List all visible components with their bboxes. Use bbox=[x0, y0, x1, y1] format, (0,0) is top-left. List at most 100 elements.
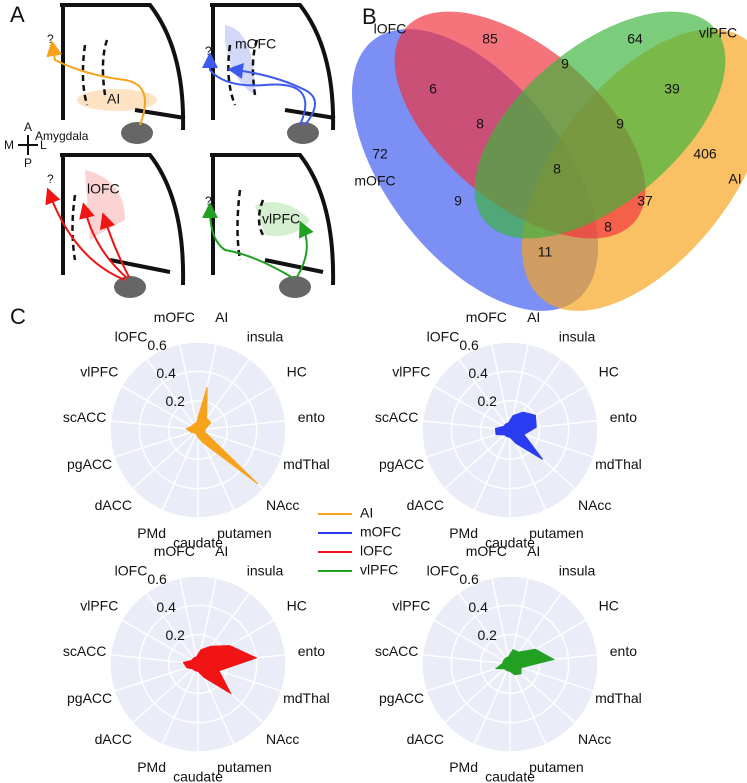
grid-spoke bbox=[433, 619, 511, 665]
region-count: 406 bbox=[693, 146, 717, 162]
axis-label: ento bbox=[298, 643, 325, 659]
r-tick-label: 0.2 bbox=[477, 627, 497, 643]
radar-area bbox=[494, 411, 544, 460]
grid-spoke bbox=[110, 420, 199, 431]
axis-label: pgACC bbox=[67, 456, 112, 472]
axis-label: AI bbox=[527, 309, 540, 325]
axis-label: caudate bbox=[173, 769, 223, 783]
subpanel-vlpfc: vlPFC ? bbox=[202, 153, 336, 298]
region-count: 8 bbox=[476, 116, 484, 132]
grid-spoke bbox=[145, 592, 199, 665]
grid-spoke bbox=[197, 429, 282, 458]
axis-label: NAcc bbox=[578, 497, 611, 513]
axis-label: dACC bbox=[407, 731, 444, 747]
axis-label: PMd bbox=[137, 759, 166, 775]
set-label: AI bbox=[728, 171, 741, 187]
compass: A M L P bbox=[4, 120, 47, 170]
axis-label: HC bbox=[599, 598, 619, 614]
grid-spoke bbox=[178, 577, 199, 665]
grid-spoke bbox=[473, 663, 511, 745]
axis-label: scACC bbox=[63, 643, 107, 659]
panel-label: C bbox=[10, 304, 26, 329]
venn: lOFC vlPFC mOFC AI 85 64 9 6 39 8 9 72 8 406 9 37 8 11 bbox=[352, 11, 747, 311]
grid-spoke bbox=[121, 385, 199, 431]
r-tick-label: 0.2 bbox=[165, 627, 185, 643]
axis-label: lOFC bbox=[115, 328, 148, 344]
region-label: mOFC bbox=[235, 36, 276, 52]
radar-chart: mOFC AI insula HC ento mdThal NAcc putamencauda… bbox=[63, 309, 330, 551]
region-count: 9 bbox=[454, 193, 462, 209]
compass-label: L bbox=[40, 138, 47, 152]
r-tick-label: 0.6 bbox=[147, 571, 167, 587]
axis-label: dACC bbox=[407, 497, 444, 513]
radar-chart: mOFC AI insula HC ento mdThal NAcc putamencauda… bbox=[375, 309, 642, 551]
grid-spoke bbox=[490, 343, 511, 431]
grid-spoke bbox=[161, 429, 199, 511]
compass-label: P bbox=[24, 156, 32, 170]
r-tick-label: 0.4 bbox=[468, 599, 488, 615]
grid-spoke bbox=[509, 663, 594, 692]
compass-label: A bbox=[24, 120, 32, 134]
axis-label: mOFC bbox=[466, 309, 507, 325]
region-count: 85 bbox=[482, 31, 498, 47]
panel-label: A bbox=[10, 2, 25, 27]
axis-label: lOFC bbox=[427, 562, 460, 578]
r-tick-label: 0.4 bbox=[468, 365, 488, 381]
axis-label: mdThal bbox=[283, 456, 330, 472]
grid-spoke bbox=[422, 654, 511, 665]
axis-label: caudate bbox=[485, 535, 535, 551]
axis-label: HC bbox=[599, 364, 619, 380]
legend-label: AI bbox=[360, 505, 373, 521]
radar-chart: mOFC AI insula HC ento mdThal NAcc putamencauda… bbox=[63, 543, 330, 783]
grid-spoke bbox=[444, 663, 511, 724]
grid-spoke bbox=[457, 358, 511, 431]
grid-spoke bbox=[509, 663, 547, 745]
axis-label: HC bbox=[287, 598, 307, 614]
r-tick-label: 0.6 bbox=[147, 337, 167, 353]
axis-label: mOFC bbox=[154, 309, 195, 325]
grid-spoke bbox=[457, 592, 511, 665]
r-tick-label: 0.4 bbox=[156, 599, 176, 615]
question-mark: ? bbox=[205, 44, 212, 58]
r-tick-label: 0.4 bbox=[156, 365, 176, 381]
axis-label: lOFC bbox=[115, 562, 148, 578]
radar-chart: mOFC AI insula HC ento mdThal NAcc putamencauda… bbox=[375, 543, 642, 783]
axis-label: ento bbox=[298, 409, 325, 425]
axis-label: insula bbox=[559, 562, 596, 578]
amygdala-label: Amygdala bbox=[35, 129, 89, 143]
axis-label: NAcc bbox=[266, 497, 299, 513]
radar-area bbox=[494, 648, 556, 676]
grid-spoke bbox=[197, 420, 286, 431]
axis-label: PMd bbox=[449, 525, 478, 541]
region-label: AI bbox=[107, 91, 120, 107]
axis-label: insula bbox=[247, 328, 284, 344]
grid-spoke bbox=[444, 429, 511, 490]
axis-label: putamen bbox=[529, 525, 583, 541]
axis-label: putamen bbox=[529, 759, 583, 775]
grid-spoke bbox=[132, 429, 199, 490]
axis-label: scACC bbox=[63, 409, 107, 425]
grid-spoke bbox=[114, 429, 199, 458]
axis-label: PMd bbox=[137, 525, 166, 541]
r-tick-label: 0.2 bbox=[165, 393, 185, 409]
venn-set bbox=[474, 11, 726, 239]
region-count: 64 bbox=[627, 31, 643, 47]
axis-label: AI bbox=[215, 543, 228, 559]
axis-label: AI bbox=[215, 309, 228, 325]
region-count: 8 bbox=[553, 161, 561, 177]
grid-spoke bbox=[473, 429, 511, 511]
axis-label: lOFC bbox=[427, 328, 460, 344]
set-label: vlPFC bbox=[699, 25, 737, 41]
axis-label: vlPFC bbox=[392, 598, 430, 614]
region-count: 8 bbox=[604, 219, 612, 235]
radar-area bbox=[185, 386, 259, 485]
axis-label: caudate bbox=[485, 769, 535, 783]
subpanel-lofc: lOFC ? bbox=[45, 153, 186, 298]
axis-label: putamen bbox=[217, 759, 271, 775]
axis-label: NAcc bbox=[266, 731, 299, 747]
region-count: 9 bbox=[616, 116, 624, 132]
axis-label: mdThal bbox=[595, 690, 642, 706]
region-label: lOFC bbox=[87, 181, 120, 197]
grid-spoke bbox=[132, 663, 199, 724]
axis-label: ento bbox=[610, 643, 637, 659]
